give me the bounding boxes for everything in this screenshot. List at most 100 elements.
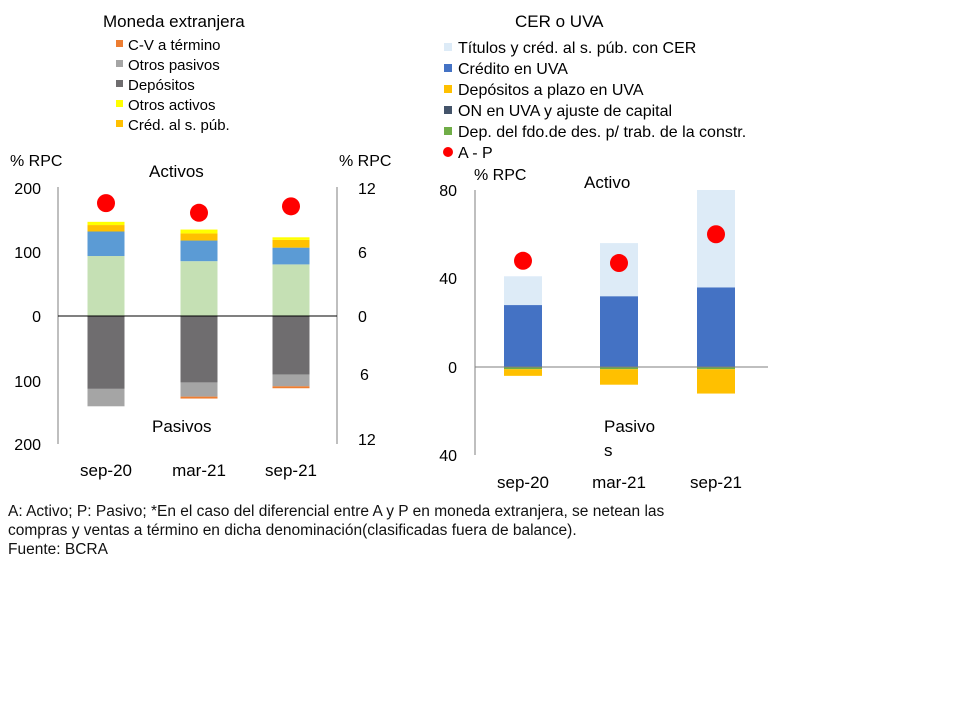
bar-cred-al-s-pub-sep-21 [272,239,310,248]
diff-point-sep-20 [514,251,532,270]
bar-otros-pasivos-sep-21 [272,374,310,387]
bar-depositos-mar-21 [180,316,218,383]
diff-point-mar-21 [610,254,628,273]
legend-swatch-depositos-plazo-uva [444,85,452,93]
chart1-left-tick: 200 [14,181,41,198]
legend-swatch-otros-pasivos [116,60,123,67]
chart2-tick: 40 [439,271,457,288]
chart2-tick: 0 [448,360,457,377]
legend-label-a-menos-p: A - P [458,145,493,162]
legend-label-titulos-cer: Títulos y créd. al s. púb. con CER [458,40,696,57]
chart2-annotation-pasivos-line1: Pasivo [604,417,655,436]
bar-c-v-a-termino-mar-21 [180,396,218,399]
bar-credito-en-uva-mar-21 [600,296,638,367]
legend-swatch-on-uva [444,106,452,114]
chart1-title: Moneda extranjera [103,12,245,31]
bar-c-v-a-termino-sep-21 [272,386,310,389]
bar-depositos-sep-21 [272,316,310,375]
legend-swatch-depositos [116,80,123,87]
diff-point-sep-20 [97,194,115,213]
bar-dep-del-fdo-de-des-p-trab-de-la-constr-sep-21 [697,367,735,370]
legend-swatch-titulos-cer [444,43,452,51]
bar-otros-activos-sep-21 [272,237,310,240]
chart1-annotation-pasivos: Pasivos [152,417,212,436]
chart2-bars [504,190,735,394]
chart1-category-label: sep-21 [265,461,317,480]
notes-line2: compras y ventas a término en dicha deno… [8,522,577,539]
diff-point-sep-21 [282,197,300,216]
chart1-annotation-activos: Activos [149,162,204,181]
chart1-right-axis-label: % RPC [339,153,391,170]
chart1-category-labels: sep-20 mar-21 sep-21 [80,461,317,480]
chart2-diff-points [514,225,725,273]
figure: Moneda extranjera C-V a término Otros pa… [10,12,768,492]
chart1-bars [87,221,310,407]
bar-credito-en-uva-sep-21 [697,287,735,367]
chart1-category-label: mar-21 [172,461,226,480]
legend-swatch-credito-uva [444,64,452,72]
legend-label-cv-termino: C-V a término [128,37,221,54]
legend-label-on-uva: ON en UVA y ajuste de capital [458,103,672,120]
bar-series-blue-sep-21 [272,247,310,265]
bar-cred-al-s-pub-sep-20 [87,225,125,232]
bar-credito-en-uva-sep-20 [504,305,542,367]
legend-label-depositos: Depósitos [128,77,195,94]
legend-swatch-a-menos-p [443,147,453,157]
chart1-right-tick: 12 [358,432,376,449]
chart1-right-tick: 12 [358,181,376,198]
chart2-ticks: 80 40 0 40 [439,183,457,465]
chart-moneda-extranjera: Moneda extranjera C-V a término Otros pa… [10,12,391,480]
legend-swatch-cred-sector-publico [116,120,123,127]
legend-swatch-otros-activos [116,100,123,107]
legend-label-otros-pasivos: Otros pasivos [128,57,220,74]
bar-depositos-a-plazo-en-uva-sep-21 [697,369,735,394]
legend-label-depositos-plazo-uva: Depósitos a plazo en UVA [458,82,644,99]
chart1-left-tick: 200 [14,437,41,454]
bar-otros-pasivos-sep-20 [87,388,125,407]
bar-series-light-green-sep-20 [87,256,125,316]
legend-label-otros-activos: Otros activos [128,97,216,114]
legend-label-fondo-construccion: Dep. del fdo.de des. p/ trab. de la cons… [458,124,746,141]
chart1-left-ticks: 200 100 0 100 200 [14,181,41,454]
chart-notes: A: Activo; P: Pasivo; *En el caso del di… [8,502,948,559]
bar-depositos-a-plazo-en-uva-mar-21 [600,369,638,385]
legend-swatch-fondo-construccion [444,127,452,135]
chart2-category-labels: sep-20 mar-21 sep-21 [497,473,742,492]
chart2-annotation-activo: Activo [584,173,630,192]
chart1-right-tick: 6 [360,367,369,384]
chart2-tick: 40 [439,448,457,465]
bar-otros-activos-mar-21 [180,229,218,234]
diff-point-mar-21 [190,203,208,222]
chart2-tick: 80 [439,183,457,200]
chart1-legend: C-V a término Otros pasivos Depósitos Ot… [116,37,230,134]
chart2-legend: Títulos y créd. al s. púb. con CER Crédi… [443,40,746,162]
diff-point-sep-21 [707,225,725,244]
bar-cred-al-s-pub-mar-21 [180,233,218,241]
chart1-right-ticks: 12 6 0 6 12 [358,181,376,449]
chart1-left-axis-label: % RPC [10,153,62,170]
legend-label-cred-sector-publico: Créd. al s. púb. [128,117,230,134]
bar-depositos-a-plazo-en-uva-sep-20 [504,369,542,376]
chart2-axis-label: % RPC [474,167,526,184]
chart2-annotation-pasivos-line2: s [604,441,613,460]
bar-series-light-green-mar-21 [180,261,218,316]
chart1-diff-points [97,194,300,222]
bar-series-blue-mar-21 [180,240,218,262]
chart1-left-tick: 100 [14,374,41,391]
notes-source: Fuente: BCRA [8,541,108,558]
chart1-category-label: sep-20 [80,461,132,480]
bar-titulos-y-cred-al-s-pub-con-cer-sep-20 [504,276,542,306]
chart2-category-label: sep-21 [690,473,742,492]
bar-depositos-sep-20 [87,316,125,389]
chart1-left-tick: 100 [14,245,41,262]
chart1-right-tick: 0 [358,309,367,326]
bar-series-blue-sep-20 [87,231,125,257]
bar-dep-del-fdo-de-des-p-trab-de-la-constr-sep-20 [504,367,542,370]
chart2-title: CER o UVA [515,12,604,31]
bar-otros-pasivos-mar-21 [180,382,218,397]
chart1-right-tick: 6 [358,245,367,262]
chart2-category-label: mar-21 [592,473,646,492]
bar-series-light-green-sep-21 [272,264,310,316]
legend-label-credito-uva: Crédito en UVA [458,61,568,78]
bar-otros-activos-sep-20 [87,221,125,226]
